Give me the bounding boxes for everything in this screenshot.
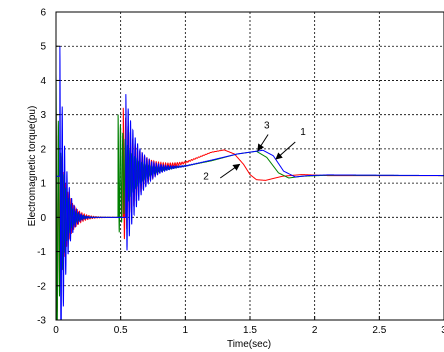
y-tick-label: 5	[40, 42, 46, 53]
annotation-arrow	[275, 141, 296, 160]
annotations: 1 2 3	[203, 120, 306, 182]
x-tick-label: 1	[183, 325, 189, 336]
x-tick-label: 0	[53, 325, 59, 336]
annotation-label: 1	[300, 127, 306, 138]
y-tick-label: -1	[37, 247, 46, 258]
series-line-3	[56, 46, 444, 320]
annotation-label: 3	[264, 120, 270, 131]
x-tick-label: 0.5	[114, 325, 128, 336]
x-tick-label: 2	[312, 325, 318, 336]
y-tick-label: 3	[40, 110, 46, 121]
series-group	[56, 46, 444, 320]
x-tick-label: 1.5	[243, 325, 257, 336]
y-tick-label: 1	[40, 179, 46, 190]
grid	[56, 12, 444, 320]
y-tick-label: 2	[40, 144, 46, 155]
annotation-label: 2	[203, 172, 209, 183]
y-axis-label: Electromagnetic torque(pu)	[27, 106, 38, 227]
x-tick-label: 3	[441, 325, 444, 336]
y-tick-label: 4	[40, 76, 46, 87]
y-tick-label: -3	[37, 316, 46, 327]
y-tick-label: 6	[40, 8, 46, 19]
ticks: 0 0.5 1 1.5 2 2.5 3 -3 -2 -1 0 1 2 3 4 5 6	[37, 8, 444, 336]
x-tick-label: 2.5	[372, 325, 386, 336]
y-tick-label: -2	[37, 281, 46, 292]
y-tick-label: 0	[40, 213, 46, 224]
x-axis-label: Time(sec)	[227, 339, 271, 350]
annotation-arrow	[257, 134, 269, 152]
annotation-arrow	[219, 163, 241, 179]
